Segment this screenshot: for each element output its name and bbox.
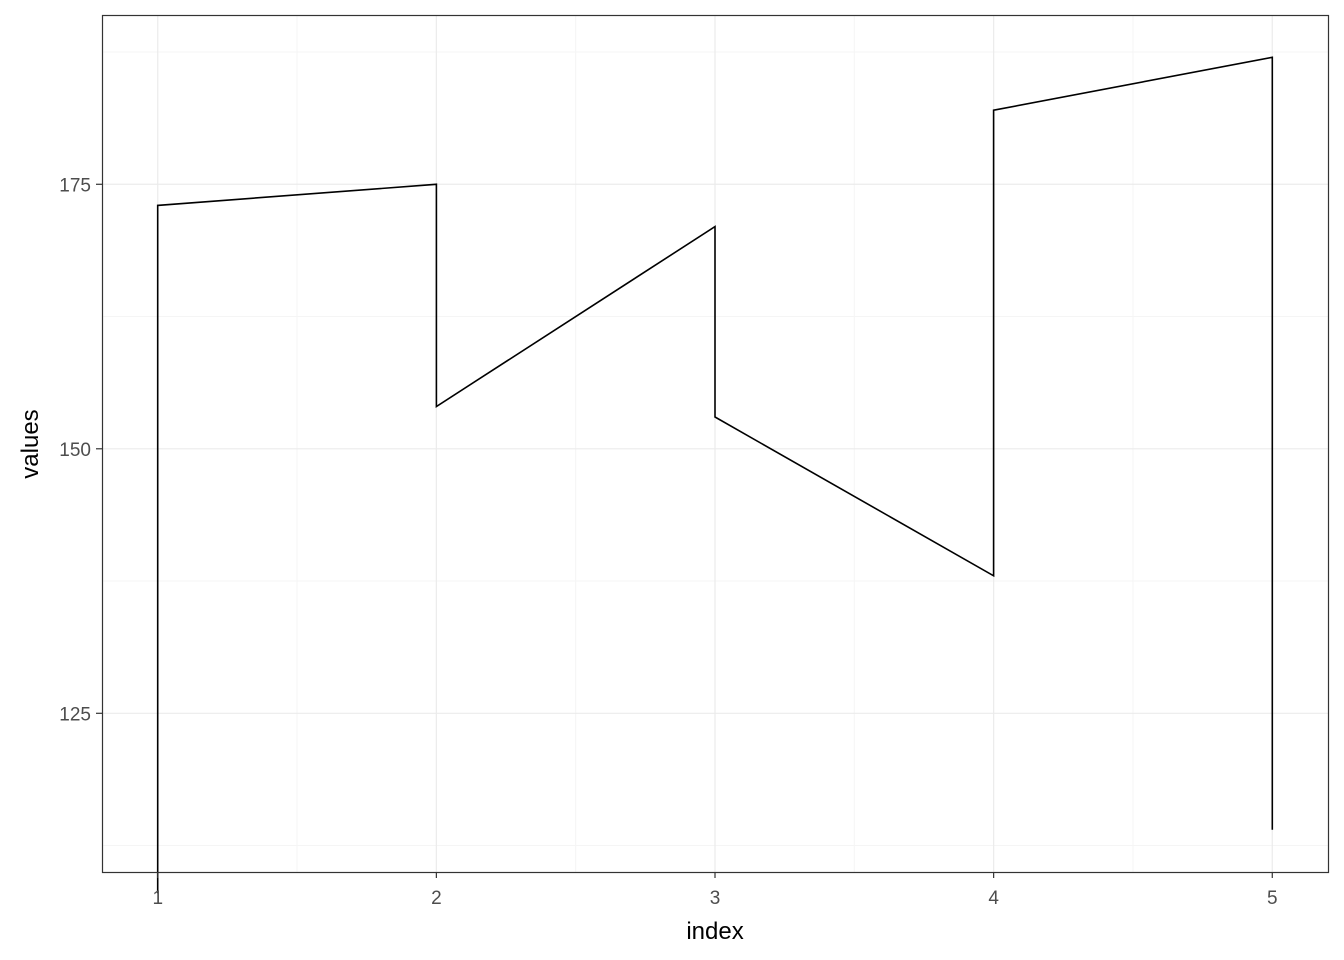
x-axis: 1 2 3 4 5 xyxy=(152,872,1278,909)
x-tick-label: 2 xyxy=(431,888,442,909)
y-axis: 125 150 175 xyxy=(59,175,102,725)
y-tick-label: 125 xyxy=(59,704,91,725)
x-tick-label: 1 xyxy=(152,888,163,909)
data-layer xyxy=(156,56,1274,894)
x-tick-label: 3 xyxy=(710,888,721,909)
x-tick-label: 5 xyxy=(1267,888,1278,909)
y-tick-label: 150 xyxy=(59,440,91,461)
x-axis-title: index xyxy=(686,918,743,945)
series-line xyxy=(156,56,1274,894)
y-tick-label: 175 xyxy=(59,175,91,196)
y-axis-title: values xyxy=(17,409,44,478)
x-tick-label: 4 xyxy=(988,888,999,909)
